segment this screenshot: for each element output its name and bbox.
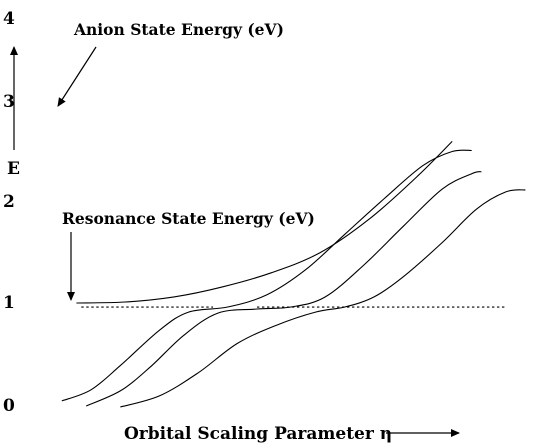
x-axis-label: Orbital Scaling Parameter η [124, 424, 392, 444]
plot-area [61, 141, 526, 408]
energy-curve-2 [61, 149, 472, 402]
anion-annotation: Anion State Energy (eV) [73, 20, 284, 39]
resonance-annotation: Resonance State Energy (eV) [62, 209, 315, 228]
y-tick-label: 2 [3, 192, 15, 212]
y-tick-label: 0 [3, 396, 15, 416]
anion-arrow [57, 46, 97, 107]
y-tick-labels: 0 1 2 3 4 [3, 9, 15, 416]
energy-curve-4 [120, 189, 526, 408]
energy-curve-1 [76, 141, 453, 304]
energy-curve-3 [85, 171, 482, 407]
y-axis-label: E [7, 159, 20, 179]
y-tick-label: 3 [3, 92, 15, 112]
y-tick-label: 4 [3, 9, 15, 29]
y-tick-label: 1 [3, 293, 15, 313]
